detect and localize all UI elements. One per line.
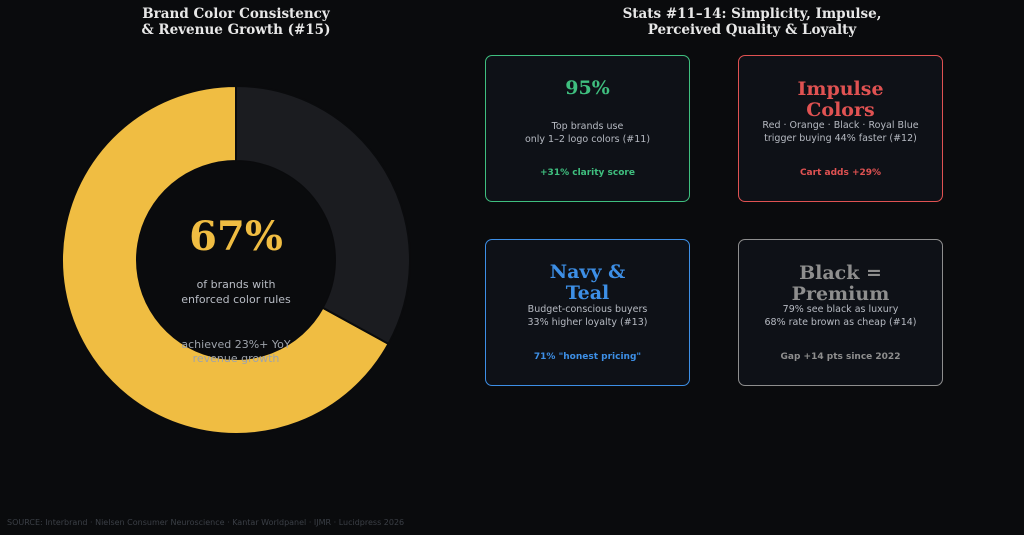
stat-card-title-line: Teal: [565, 282, 610, 304]
stat-card-desc-line: 33% higher loyalty (#13): [527, 317, 648, 328]
stat-card-title: Impulse Colors: [739, 79, 942, 121]
stat-card-desc-line: Red · Orange · Black · Royal Blue: [762, 120, 919, 131]
stat-card-navy-teal: Navy & Teal Budget-conscious buyers 33% …: [485, 239, 690, 386]
stat-card-description: Red · Orange · Black · Royal Blue trigge…: [739, 119, 942, 145]
stat-card-desc-line: Budget-conscious buyers: [527, 304, 648, 315]
stat-card-title: Black = Premium: [739, 263, 942, 305]
donut-chart: [61, 84, 411, 435]
stat-card-footnote: +31% clarity score: [540, 168, 635, 178]
stat-card-title-line: Premium: [791, 283, 890, 305]
stat-card-footnote: Cart adds +29%: [799, 168, 882, 178]
donut-center-sub-line1: achieved 23%+ YoY: [181, 338, 291, 351]
left-title-line1: Brand Color Consistency: [142, 6, 330, 22]
stat-card-title: 95%: [486, 78, 689, 99]
stat-card-title-line: 95%: [565, 77, 610, 99]
stat-card-desc-line: Top brands use: [551, 121, 624, 132]
left-title-line2: & Revenue Growth (#15): [141, 22, 331, 38]
donut-hole: [137, 161, 335, 359]
right-title-line2: Perceived Quality & Loyalty: [647, 22, 857, 38]
stat-card-title: Navy & Teal: [486, 262, 689, 304]
right-panel-title: Stats #11–14: Simplicity, Impulse, Perce…: [582, 6, 922, 38]
stat-card-impulse: Impulse Colors Red · Orange · Black · Ro…: [738, 55, 943, 202]
stat-card-desc-line: only 1–2 logo colors (#11): [524, 134, 651, 145]
stat-card-description: Top brands use only 1–2 logo colors (#11…: [486, 120, 689, 146]
stat-card-black-premium: Black = Premium 79% see black as luxury …: [738, 239, 943, 386]
donut-center-label: of brands with enforced color rules: [136, 277, 336, 307]
left-chart-title: Brand Color Consistency & Revenue Growth…: [86, 6, 386, 38]
stat-card-footnote: Gap +14 pts since 2022: [780, 352, 901, 362]
donut-center-subtext: achieved 23%+ YoY revenue growth: [136, 338, 336, 366]
stat-card-title-line: Navy &: [549, 261, 626, 283]
stat-card-title-line: Colors: [806, 99, 875, 121]
stat-card-simplicity: 95% Top brands use only 1–2 logo colors …: [485, 55, 690, 202]
stat-card-title-line: Impulse: [797, 78, 884, 100]
donut-center-label-line2: enforced color rules: [181, 293, 291, 306]
donut-center-sub-line2: revenue growth: [192, 352, 280, 365]
stat-card-title-line: Black =: [799, 262, 882, 284]
right-title-line1: Stats #11–14: Simplicity, Impulse,: [622, 6, 882, 22]
donut-center-value: 67%: [189, 213, 283, 260]
stat-card-description: 79% see black as luxury 68% rate brown a…: [739, 303, 942, 329]
stat-card-desc-line: trigger buying 44% faster (#12): [764, 133, 917, 144]
stat-card-desc-line: 68% rate brown as cheap (#14): [764, 317, 917, 328]
donut-center-label-line1: of brands with: [196, 278, 276, 291]
stat-card-footnote: 71% "honest pricing": [533, 352, 642, 362]
stat-card-description: Budget-conscious buyers 33% higher loyal…: [486, 303, 689, 329]
source-note: SOURCE: Interbrand · Nielsen Consumer Ne…: [7, 518, 405, 527]
stat-card-desc-line: 79% see black as luxury: [782, 304, 899, 315]
